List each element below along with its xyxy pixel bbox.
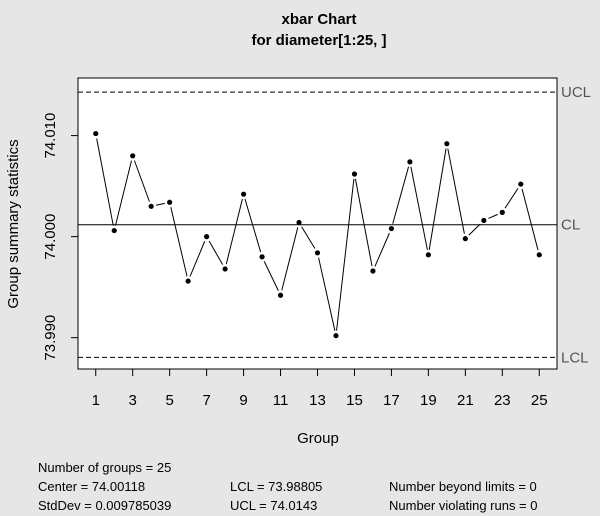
data-point <box>314 250 321 256</box>
data-point <box>388 225 395 232</box>
x-tick-label: 1 <box>92 392 100 409</box>
plot-area <box>77 77 558 370</box>
series-segment <box>301 226 316 249</box>
limit-label-ucl: UCL <box>561 84 591 101</box>
limit-label-cl: CL <box>561 217 580 234</box>
data-point <box>333 333 339 339</box>
limit-label-lcl: LCL <box>561 349 589 366</box>
data-point <box>481 217 487 224</box>
x-tick-label: 5 <box>165 392 173 409</box>
x-tick-label: 3 <box>129 392 137 409</box>
data-point <box>148 203 154 209</box>
data-point <box>277 292 284 298</box>
data-point <box>240 191 247 197</box>
data-point <box>444 141 450 147</box>
series-segment <box>488 213 498 219</box>
x-tick-label: 17 <box>383 392 400 409</box>
x-tick-label: 11 <box>273 392 289 409</box>
xbar-chart: xbar Chart for diameter[1:25, ] UCL CL LCL… <box>5 11 591 447</box>
y-tick-label: 74.010 <box>42 113 59 159</box>
x-tick-label: 23 <box>494 392 511 409</box>
series-segment <box>318 257 336 331</box>
series-segment <box>410 166 428 251</box>
data-point <box>204 234 210 240</box>
series-segment <box>281 227 299 291</box>
data-point <box>351 171 358 177</box>
series-segment <box>208 240 224 265</box>
data-point <box>93 130 99 137</box>
y-tick-label: 74.000 <box>42 214 59 260</box>
y-tick-label: 73.990 <box>42 315 59 361</box>
data-point <box>499 209 505 215</box>
stats-lcl: LCL = 73.98805 <box>230 479 323 494</box>
stats-violating-runs: Number violating runs = 0 <box>389 498 538 513</box>
data-point <box>130 153 136 159</box>
series-segment <box>447 148 465 234</box>
chart-subtitle: for diameter[1:25, ] <box>251 32 386 49</box>
x-tick-label: 9 <box>239 392 247 409</box>
data-point <box>462 236 468 242</box>
x-tick-label: 19 <box>420 392 437 409</box>
stats-column-1: Number of groups = 25 Center = 74.00118 … <box>38 458 171 515</box>
data-point <box>111 227 117 234</box>
series-segment <box>96 138 114 226</box>
series-segment <box>336 178 355 331</box>
series-segment <box>428 148 447 250</box>
series-segment <box>521 188 539 251</box>
data-point <box>259 254 265 260</box>
data-point <box>407 159 413 165</box>
x-axis-label: Group <box>297 430 339 447</box>
series-segment <box>263 261 279 291</box>
x-tick-label: 7 <box>202 392 210 409</box>
data-point <box>185 278 191 284</box>
series-segment <box>504 188 519 209</box>
data-point <box>167 199 173 205</box>
series-segment <box>189 241 206 277</box>
stats-groups: Number of groups = 25 <box>38 460 172 475</box>
series-segment <box>225 198 243 265</box>
data-point <box>296 219 302 226</box>
stats-column-3: Number beyond limits = 0 Number violatin… <box>389 477 538 515</box>
series-segment <box>244 198 262 253</box>
series-segment <box>114 160 132 226</box>
data-point <box>518 181 524 187</box>
series-segment <box>155 202 165 206</box>
y-axis-label: Group summary statistics <box>5 139 22 308</box>
series-segment <box>392 166 410 224</box>
data-point <box>536 252 542 258</box>
x-tick-label: 13 <box>309 392 326 409</box>
chart-title: xbar Chart <box>281 11 356 28</box>
series-segment <box>133 160 150 202</box>
series-segment <box>468 223 481 236</box>
series-segment <box>374 232 390 267</box>
series-segment <box>354 178 373 267</box>
data-point <box>222 266 228 272</box>
series-segment <box>170 207 188 277</box>
stats-ucl: UCL = 74.0143 <box>230 498 318 513</box>
data-point <box>425 252 431 258</box>
stats-beyond-limits: Number beyond limits = 0 <box>389 479 537 494</box>
x-tick-label: 15 <box>346 392 363 409</box>
x-tick-label: 21 <box>457 392 474 409</box>
stats-center: Center = 74.00118 <box>38 479 146 494</box>
x-tick-label: 25 <box>531 392 548 409</box>
data-point <box>370 268 376 274</box>
stats-stddev: StdDev = 0.009785039 <box>38 498 172 513</box>
stats-column-2: LCL = 73.98805 UCL = 74.0143 <box>230 477 322 515</box>
